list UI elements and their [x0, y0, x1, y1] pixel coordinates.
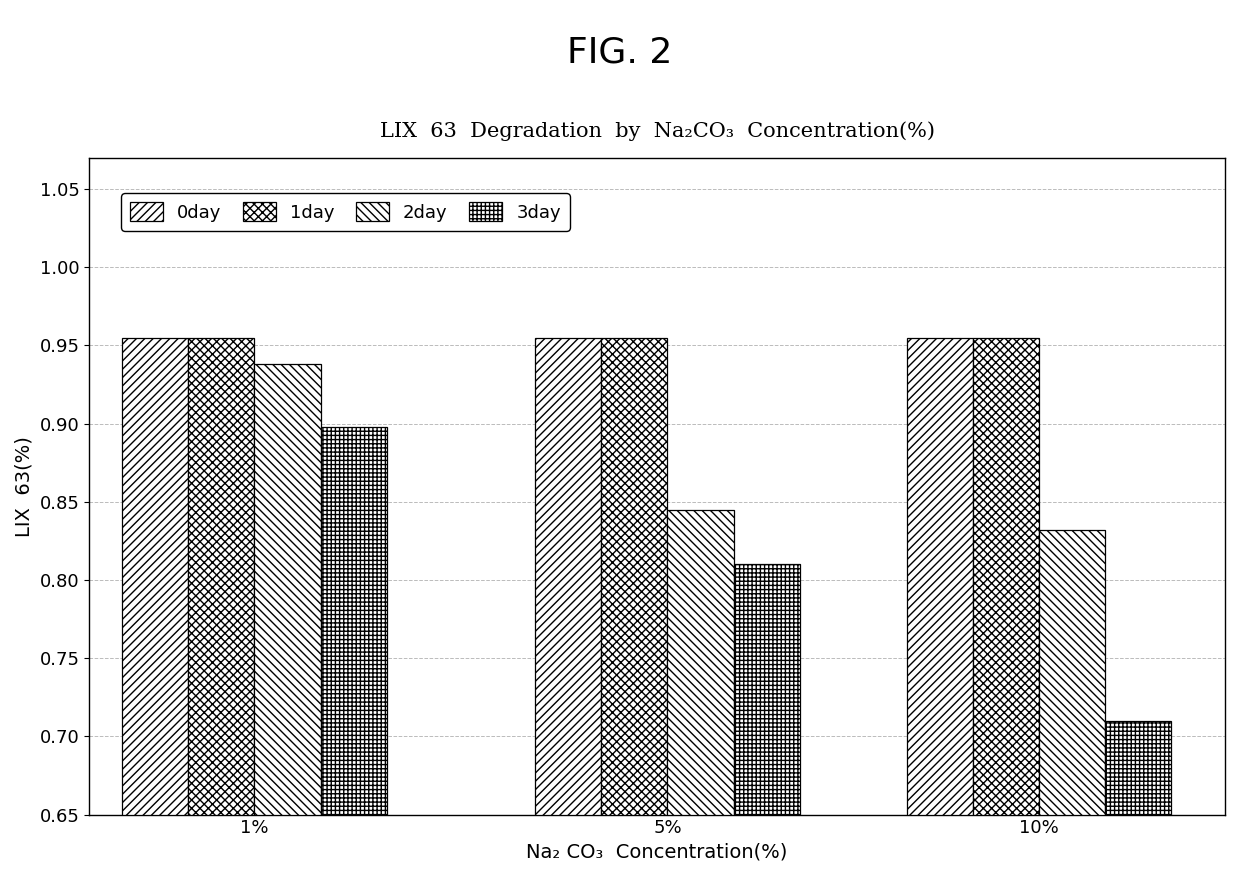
Bar [667, 510, 734, 815]
Text: LIX  63  Degradation  by  Na₂CO₃  Concentration(%): LIX 63 Degradation by Na₂CO₃ Concentrati… [379, 122, 935, 141]
Bar [601, 338, 667, 815]
Bar [734, 565, 800, 815]
Bar [1105, 721, 1172, 815]
Y-axis label: LIX  63(%): LIX 63(%) [15, 436, 33, 537]
Bar [254, 364, 321, 815]
Bar [906, 338, 973, 815]
Legend: 0day, 1day, 2day, 3day: 0day, 1day, 2day, 3day [122, 193, 570, 231]
Bar [973, 338, 1039, 815]
Bar [536, 338, 601, 815]
X-axis label: Na₂ CO₃  Concentration(%): Na₂ CO₃ Concentration(%) [527, 843, 787, 862]
Bar [1039, 530, 1105, 815]
Text: FIG. 2: FIG. 2 [568, 35, 672, 69]
Bar [123, 338, 188, 815]
Bar [188, 338, 254, 815]
Bar [321, 427, 387, 815]
